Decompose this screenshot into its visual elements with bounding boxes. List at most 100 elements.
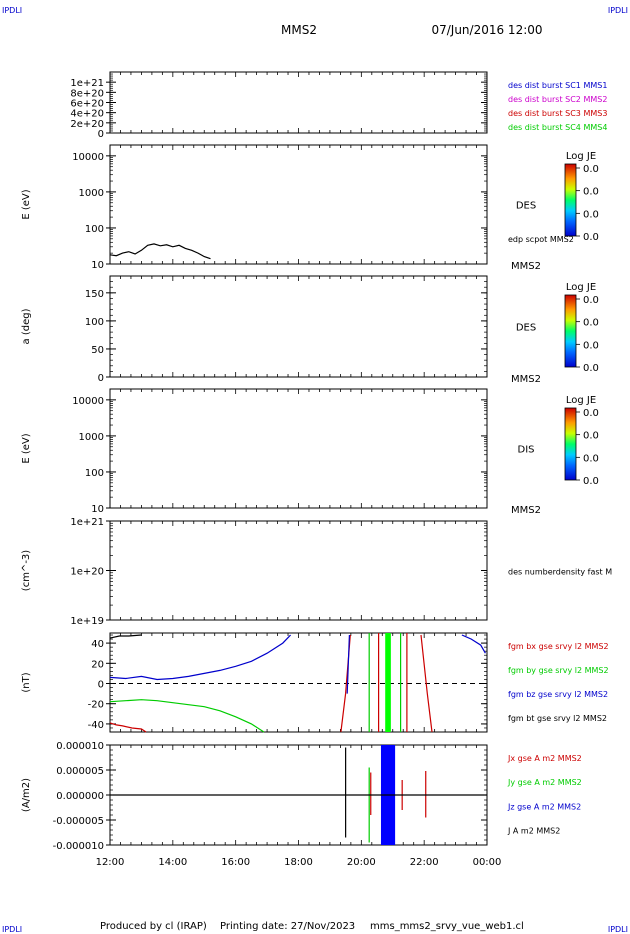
y-tick-label: 0 bbox=[98, 373, 104, 384]
y-tick-label: 6e+20 bbox=[70, 99, 104, 110]
colorbar-tick-label: 0.0 bbox=[583, 408, 599, 419]
corner-label-top-right: IPDLI bbox=[608, 6, 628, 15]
y-axis-label: (A/m2) bbox=[21, 778, 32, 812]
y-axis-label: (cm^-3) bbox=[21, 550, 32, 591]
legend-entry: fgm bx gse srvy l2 MMS2 bbox=[508, 642, 609, 651]
y-tick-label: 10000 bbox=[72, 152, 104, 163]
series-line-bz-spike bbox=[346, 634, 350, 694]
y-tick-label: 4e+20 bbox=[70, 109, 104, 120]
corner-label-top-left: IPDLI bbox=[2, 6, 22, 15]
event-band bbox=[385, 633, 391, 732]
panel-frame bbox=[109, 144, 488, 265]
time-tick-label: 20:00 bbox=[347, 857, 376, 868]
footer-plot-name: mms_mms2_srvy_vue_web1.cl bbox=[370, 921, 524, 932]
y-tick-label: -40 bbox=[88, 720, 104, 731]
colorbar-title: Log JE bbox=[566, 151, 596, 162]
spacecraft-label: MMS2 bbox=[511, 374, 541, 385]
time-tick-label: 12:00 bbox=[96, 857, 125, 868]
y-tick-label: 100 bbox=[85, 468, 104, 479]
colorbar-tick-label: 0.0 bbox=[583, 476, 599, 487]
panel-frame bbox=[109, 275, 488, 378]
colorbar-title: Log JE bbox=[566, 395, 596, 406]
colorbar-title: Log JE bbox=[566, 282, 596, 293]
colorbar-tick-label: 0.0 bbox=[583, 363, 599, 374]
y-axis-label: (nT) bbox=[21, 672, 32, 692]
spacecraft-label: MMS2 bbox=[511, 505, 541, 516]
instrument-label: DES bbox=[516, 323, 536, 334]
datetime-title: 07/Jun/2016 12:00 bbox=[431, 23, 542, 37]
y-tick-label: 20 bbox=[91, 659, 104, 670]
legend-entry: des numberdensity fast M bbox=[508, 568, 612, 577]
series-line-bz-late bbox=[461, 634, 486, 654]
y-tick-label: 0.000000 bbox=[56, 791, 104, 802]
series-line-bz bbox=[109, 634, 292, 681]
colorbar-scale bbox=[564, 163, 577, 237]
legend-entry: des dist burst SC2 MMS2 bbox=[508, 95, 607, 104]
spacecraft-label: MMS2 bbox=[511, 261, 541, 272]
colorbar-scale bbox=[564, 294, 577, 368]
colorbar-tick-label: 0.0 bbox=[583, 340, 599, 351]
y-axis-label: E (eV) bbox=[21, 433, 32, 463]
legend-entry: des dist burst SC1 MMS1 bbox=[508, 81, 607, 90]
colorbar-tick-label: 0.0 bbox=[583, 187, 599, 198]
panel-fgm: -40 -20 0 20 40 (nT) fgm bx gse srvy l2 MMS2 fg… bbox=[21, 632, 609, 733]
y-tick-label: 150 bbox=[85, 289, 104, 300]
legend-entry: des dist burst SC3 MMS3 bbox=[508, 109, 607, 118]
panel-des-pitch: 0 50 100 150 a (deg) DES MMS2 Log JE 0.0 0.0 0.0 0.… bbox=[21, 275, 599, 385]
series-line-bx bbox=[109, 722, 147, 733]
legend-entry: fgm bz gse srvy l2 MMS2 bbox=[508, 690, 608, 699]
y-tick-label: 0 bbox=[98, 680, 104, 691]
colorbar-tick-label: 0.0 bbox=[583, 318, 599, 329]
time-tick-label: 16:00 bbox=[221, 857, 250, 868]
legend-entry: fgm bt gse srvy l2 MMS2 bbox=[508, 714, 607, 723]
y-tick-label: -0.000010 bbox=[53, 841, 104, 852]
corner-label-bottom-left: IPDLI bbox=[2, 925, 22, 934]
y-tick-label: 1000 bbox=[79, 432, 104, 443]
y-axis-label: a (deg) bbox=[21, 308, 32, 344]
y-tick-label: 0.000010 bbox=[56, 741, 104, 752]
panel-number-density: 1e+19 1e+20 1e+21 (cm^-3) des numberdensity … bbox=[21, 517, 612, 627]
colorbar-tick-label: 0.0 bbox=[583, 232, 599, 243]
time-tick-label: 18:00 bbox=[284, 857, 313, 868]
panel-current-density: -0.000010 -0.000005 0.000000 0.000005 0.0000… bbox=[21, 741, 582, 852]
colorbar-scale bbox=[564, 407, 577, 481]
y-tick-label: 100 bbox=[85, 317, 104, 328]
y-tick-label: 0 bbox=[98, 129, 104, 140]
series-line-by bbox=[109, 699, 265, 733]
panel-frame bbox=[109, 388, 488, 509]
legend-entry: J A m2 MMS2 bbox=[507, 827, 560, 836]
panel-dis-energy: 10 100 1000 10000 E (eV) DIS MMS2 Log JE 0.0 0.0 0… bbox=[21, 388, 599, 516]
legend-entry: Jx gse A m2 MMS2 bbox=[507, 754, 582, 763]
y-tick-label: 50 bbox=[91, 345, 104, 356]
y-tick-label: 10 bbox=[91, 260, 104, 271]
y-tick-label: 8e+20 bbox=[70, 88, 104, 99]
panel-frame bbox=[109, 71, 488, 134]
y-tick-label: 100 bbox=[85, 224, 104, 235]
legend-entry: des dist burst SC4 MMS4 bbox=[508, 123, 607, 132]
y-tick-label: 0.000005 bbox=[56, 766, 104, 777]
footer-printing-date: Printing date: 27/Nov/2023 bbox=[220, 921, 355, 932]
y-tick-label: 2e+20 bbox=[70, 119, 104, 130]
colorbar-tick-label: 0.0 bbox=[583, 209, 599, 220]
series-line-bx-fall bbox=[420, 634, 433, 733]
legend-entry: Jy gse A m2 MMS2 bbox=[507, 778, 582, 787]
time-tick-label: 14:00 bbox=[158, 857, 187, 868]
y-tick-label: 1e+21 bbox=[70, 78, 104, 89]
series-line-bt bbox=[109, 634, 142, 639]
y-tick-label: 40 bbox=[91, 639, 104, 650]
colorbar-tick-label: 0.0 bbox=[583, 431, 599, 442]
instrument-label: DES bbox=[516, 201, 536, 212]
y-tick-label: 1000 bbox=[79, 188, 104, 199]
time-axis: 12:00 14:00 16:00 18:00 20:00 22:00 00:00 bbox=[96, 857, 502, 868]
y-tick-label: 1e+21 bbox=[70, 517, 104, 528]
colorbar-tick-label: 0.0 bbox=[583, 164, 599, 175]
series-line-data bbox=[109, 243, 211, 260]
y-tick-label: 10 bbox=[91, 504, 104, 515]
time-tick-label: 00:00 bbox=[473, 857, 502, 868]
corner-label-bottom-right: IPDLI bbox=[608, 925, 628, 934]
y-axis-label: E (eV) bbox=[21, 189, 32, 219]
time-tick-label: 22:00 bbox=[410, 857, 439, 868]
y-tick-label: -0.000005 bbox=[53, 816, 104, 827]
